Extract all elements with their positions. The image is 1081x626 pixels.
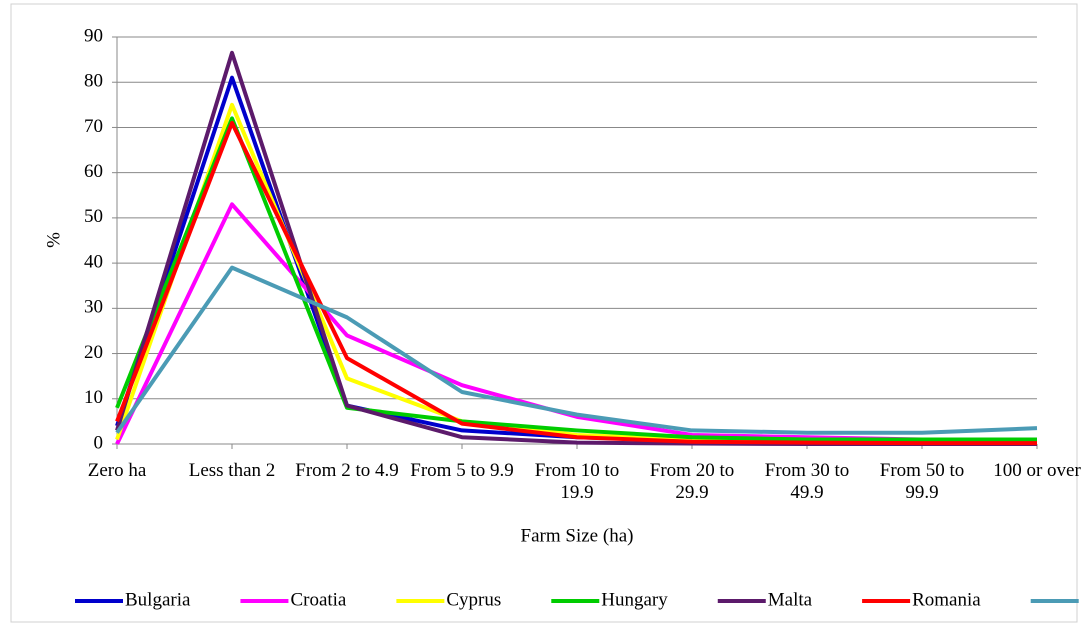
y-tick-label: 90 [84,25,103,46]
line [115,265,1038,435]
x-tick-label: From 30 to 49.9 [764,460,850,503]
legend-label: Hungary [601,589,668,610]
x-tick-label: Less than 2 [188,460,276,481]
x-axis-title: Farm Size (ha) [521,525,634,546]
x-tick-label: Zero ha [87,460,147,481]
legend-label: Cyprus [446,589,501,610]
y-tick-label: 30 [84,297,103,318]
x-tick-label: From 5 to 9.9 [410,460,514,481]
line [115,202,1037,445]
x-tick-label: From 10 to 19.9 [534,460,620,503]
x-tick-label: From 2 to 4.9 [295,460,399,481]
line [115,120,1037,446]
y-tick-label: 0 [94,432,104,453]
y-tick-label: 40 [84,251,103,272]
x-tick-label: 100 or over [993,460,1081,481]
y-tick-label: 70 [84,116,103,137]
x-tick-label: From 20 to 29.9 [649,460,735,503]
y-axis-title: % [43,232,64,248]
legend-label: Romania [912,589,981,610]
frame [10,3,1078,623]
y-tick-label: 80 [84,71,103,92]
line [115,50,1037,446]
legend-label: Malta [768,589,813,610]
line [115,75,1038,445]
line [115,102,1037,444]
y-tick-label: 60 [84,161,103,182]
y-tick-label: 20 [84,342,103,363]
line [115,116,1037,442]
y-tick-label: 10 [84,387,103,408]
x-tick-label: From 50 to 99.9 [879,460,965,503]
legend-label: Croatia [290,589,346,610]
y-tick-label: 50 [84,206,103,227]
legend-label: Bulgaria [125,589,191,610]
